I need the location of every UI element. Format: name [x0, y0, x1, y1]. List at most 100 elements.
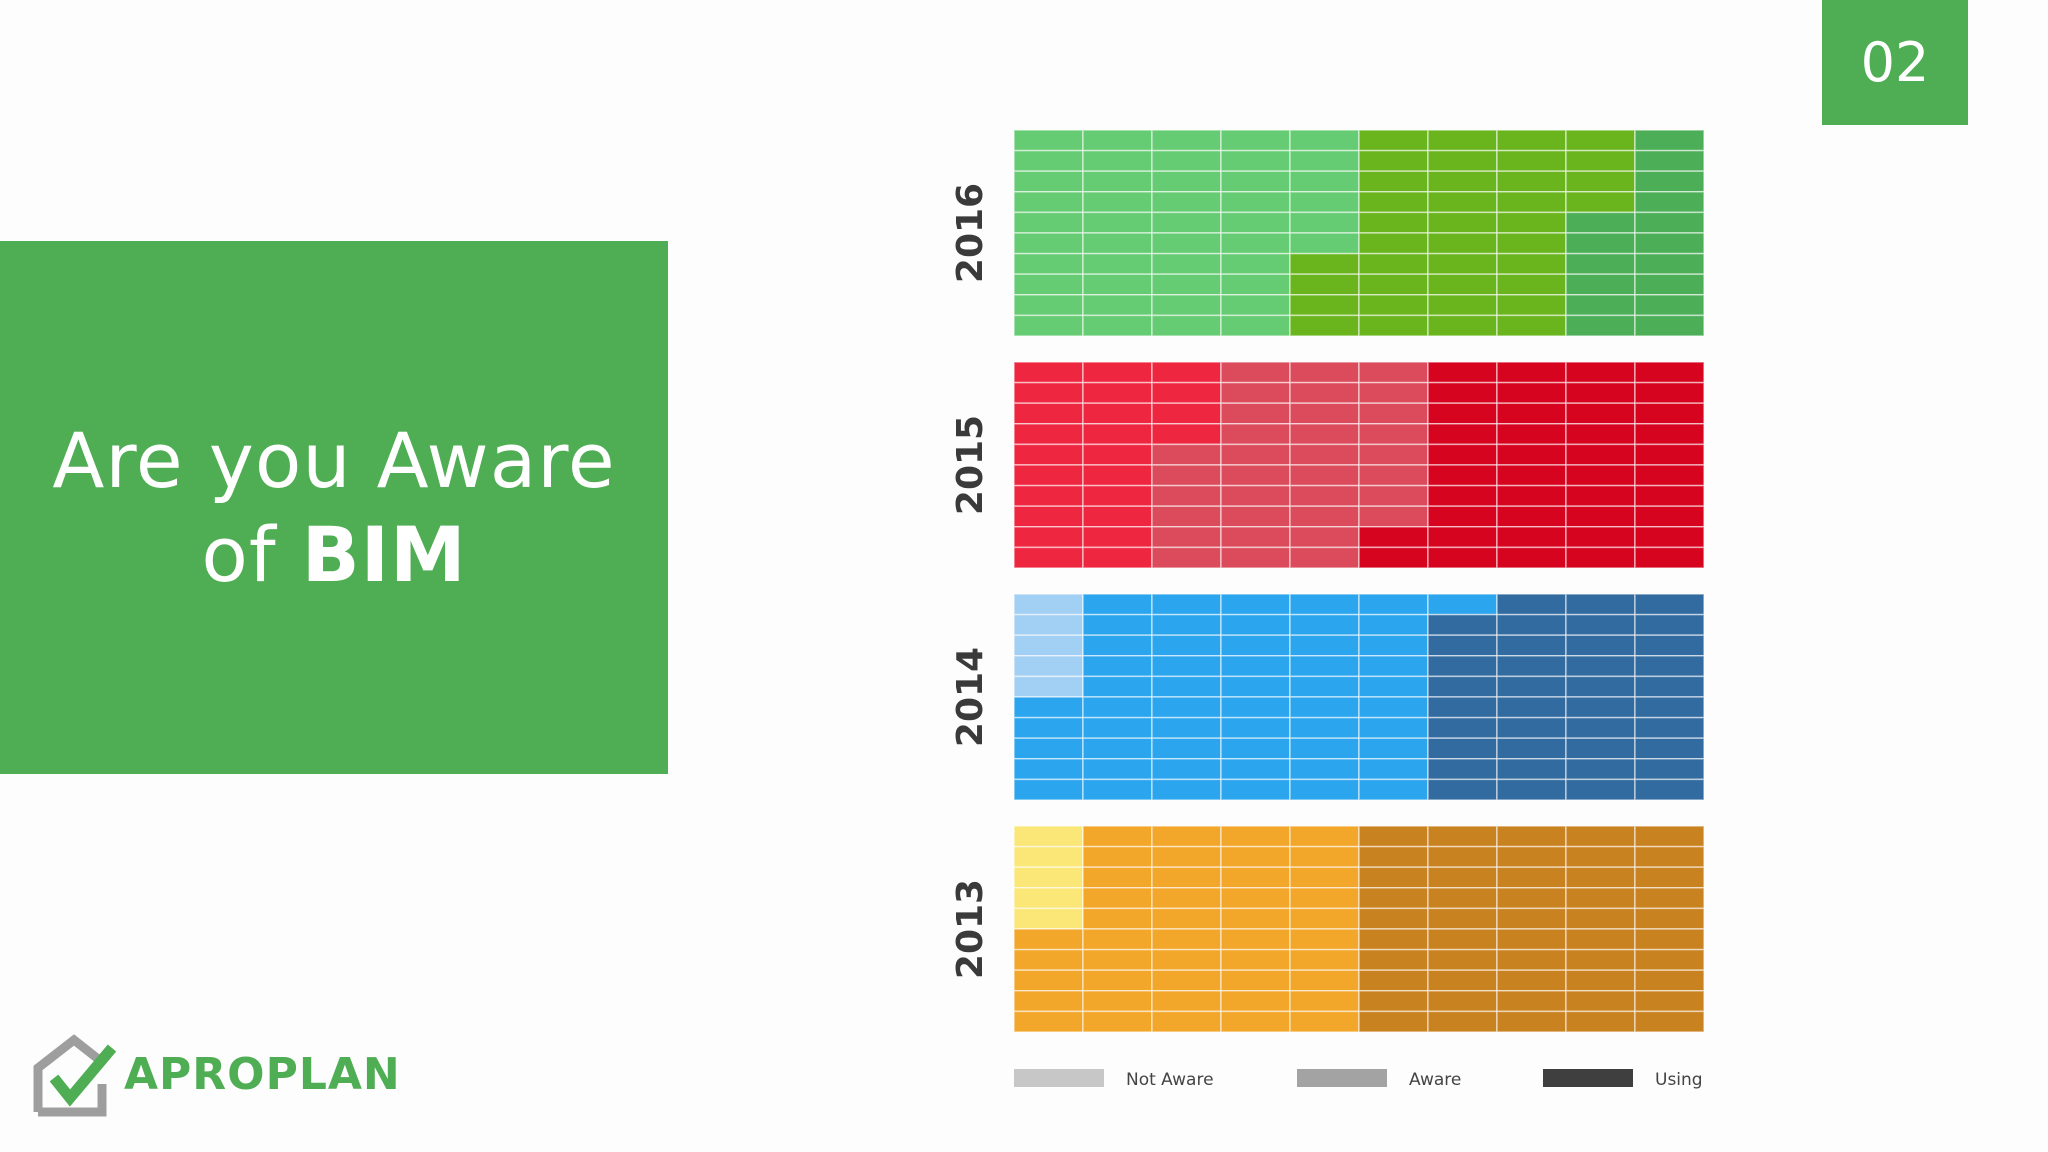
waffle-cell-using	[1565, 969, 1636, 992]
waffle-cell-using	[1565, 696, 1636, 719]
waffle-cell-aware	[1151, 464, 1222, 487]
waffle-cell-using	[1496, 825, 1567, 848]
waffle-cell-aware	[1151, 443, 1222, 466]
waffle-cell-not-aware	[1151, 273, 1222, 296]
waffle-cell-aware	[1565, 191, 1636, 214]
waffle-cell-aware	[1220, 361, 1291, 384]
waffle-cell-aware	[1151, 593, 1222, 616]
waffle-cell-using	[1634, 232, 1705, 255]
waffle-cell-aware	[1220, 845, 1291, 868]
waffle-cell-using	[1565, 402, 1636, 425]
waffle-cell-using	[1496, 716, 1567, 739]
waffle-cell-not-aware	[1013, 593, 1084, 616]
waffle-cell-using	[1496, 613, 1567, 636]
waffle-cell-aware	[1220, 464, 1291, 487]
waffle-cell-aware	[1565, 170, 1636, 193]
waffle-cell-using	[1496, 696, 1567, 719]
waffle-cell-aware	[1289, 948, 1360, 971]
waffle-cell-aware	[1289, 402, 1360, 425]
legend-swatch-using	[1543, 1069, 1633, 1087]
waffle-cell-aware	[1220, 402, 1291, 425]
waffle-cell-using	[1634, 211, 1705, 234]
waffle-cell-aware	[1358, 505, 1429, 528]
waffle-cell-using	[1496, 845, 1567, 868]
waffle-cell-using	[1427, 737, 1498, 760]
waffle-cell-aware	[1220, 526, 1291, 549]
waffle-cell-not-aware	[1082, 381, 1153, 404]
waffle-cell-using	[1496, 361, 1567, 384]
waffle-cell-using	[1427, 758, 1498, 781]
waffle-cell-using	[1565, 716, 1636, 739]
waffle-cell-aware	[1289, 907, 1360, 930]
waffle-cell-aware	[1082, 928, 1153, 951]
waffle-cell-aware	[1151, 505, 1222, 528]
waffle-cell-aware	[1358, 381, 1429, 404]
waffle-cell-not-aware	[1151, 361, 1222, 384]
waffle-cell-using	[1565, 845, 1636, 868]
waffle-cell-using	[1565, 758, 1636, 781]
waffle-cell-using	[1496, 758, 1567, 781]
waffle-cell-using	[1634, 845, 1705, 868]
waffle-cell-aware	[1082, 866, 1153, 889]
waffle-cell-not-aware	[1082, 526, 1153, 549]
waffle-cell-using	[1634, 546, 1705, 569]
waffle-cell-aware	[1289, 526, 1360, 549]
waffle-cell-using	[1634, 613, 1705, 636]
waffle-cell-aware	[1565, 149, 1636, 172]
waffle-cell-not-aware	[1151, 294, 1222, 317]
waffle-cell-not-aware	[1151, 232, 1222, 255]
waffle-cell-aware	[1427, 314, 1498, 337]
waffle-cell-not-aware	[1220, 232, 1291, 255]
waffle-cell-not-aware	[1082, 252, 1153, 275]
waffle-cell-using	[1496, 484, 1567, 507]
waffle-cell-not-aware	[1013, 907, 1084, 930]
waffle-cell-not-aware	[1013, 273, 1084, 296]
waffle-cell-aware	[1220, 423, 1291, 446]
waffle-cell-using	[1634, 505, 1705, 528]
waffle-cell-using	[1427, 613, 1498, 636]
waffle-cell-using	[1565, 1010, 1636, 1033]
waffle-cell-aware	[1289, 464, 1360, 487]
waffle-cell-using	[1634, 737, 1705, 760]
waffle-cell-aware	[1220, 716, 1291, 739]
waffle-cell-aware	[1082, 1010, 1153, 1033]
waffle-cell-aware	[1289, 1010, 1360, 1033]
waffle-cell-using	[1427, 361, 1498, 384]
waffle-cell-not-aware	[1013, 655, 1084, 678]
waffle-cell-using	[1565, 613, 1636, 636]
waffle-cell-aware	[1082, 758, 1153, 781]
waffle-cell-not-aware	[1082, 546, 1153, 569]
waffle-cell-using	[1427, 655, 1498, 678]
waffle-cell-aware	[1358, 675, 1429, 698]
waffle-cell-not-aware	[1013, 191, 1084, 214]
waffle-cell-aware	[1358, 129, 1429, 152]
waffle-cell-using	[1634, 149, 1705, 172]
aproplan-logo	[33, 1034, 117, 1117]
waffle-cell-aware	[1427, 232, 1498, 255]
waffle-cell-using	[1427, 969, 1498, 992]
waffle-cell-using	[1358, 866, 1429, 889]
waffle-cell-aware	[1082, 825, 1153, 848]
waffle-cell-aware	[1151, 758, 1222, 781]
waffle-cell-using	[1634, 464, 1705, 487]
waffle-cell-using	[1565, 546, 1636, 569]
waffle-cell-aware	[1151, 969, 1222, 992]
waffle-cell-aware	[1220, 737, 1291, 760]
waffle-cell-using	[1496, 1010, 1567, 1033]
waffle-cell-using	[1496, 948, 1567, 971]
title-line2-prefix: of	[201, 509, 302, 599]
waffle-cell-using	[1634, 593, 1705, 616]
waffle-cell-aware	[1289, 696, 1360, 719]
waffle-cell-not-aware	[1082, 294, 1153, 317]
waffle-cell-aware	[1151, 634, 1222, 657]
waffle-cell-using	[1496, 634, 1567, 657]
waffle-cell-using	[1496, 505, 1567, 528]
waffle-cell-using	[1496, 887, 1567, 910]
waffle-cell-aware	[1013, 696, 1084, 719]
waffle-cell-using	[1634, 484, 1705, 507]
waffle-cell-not-aware	[1220, 129, 1291, 152]
waffle-cell-aware	[1358, 191, 1429, 214]
waffle-cell-aware	[1358, 361, 1429, 384]
waffle-cell-aware	[1427, 294, 1498, 317]
